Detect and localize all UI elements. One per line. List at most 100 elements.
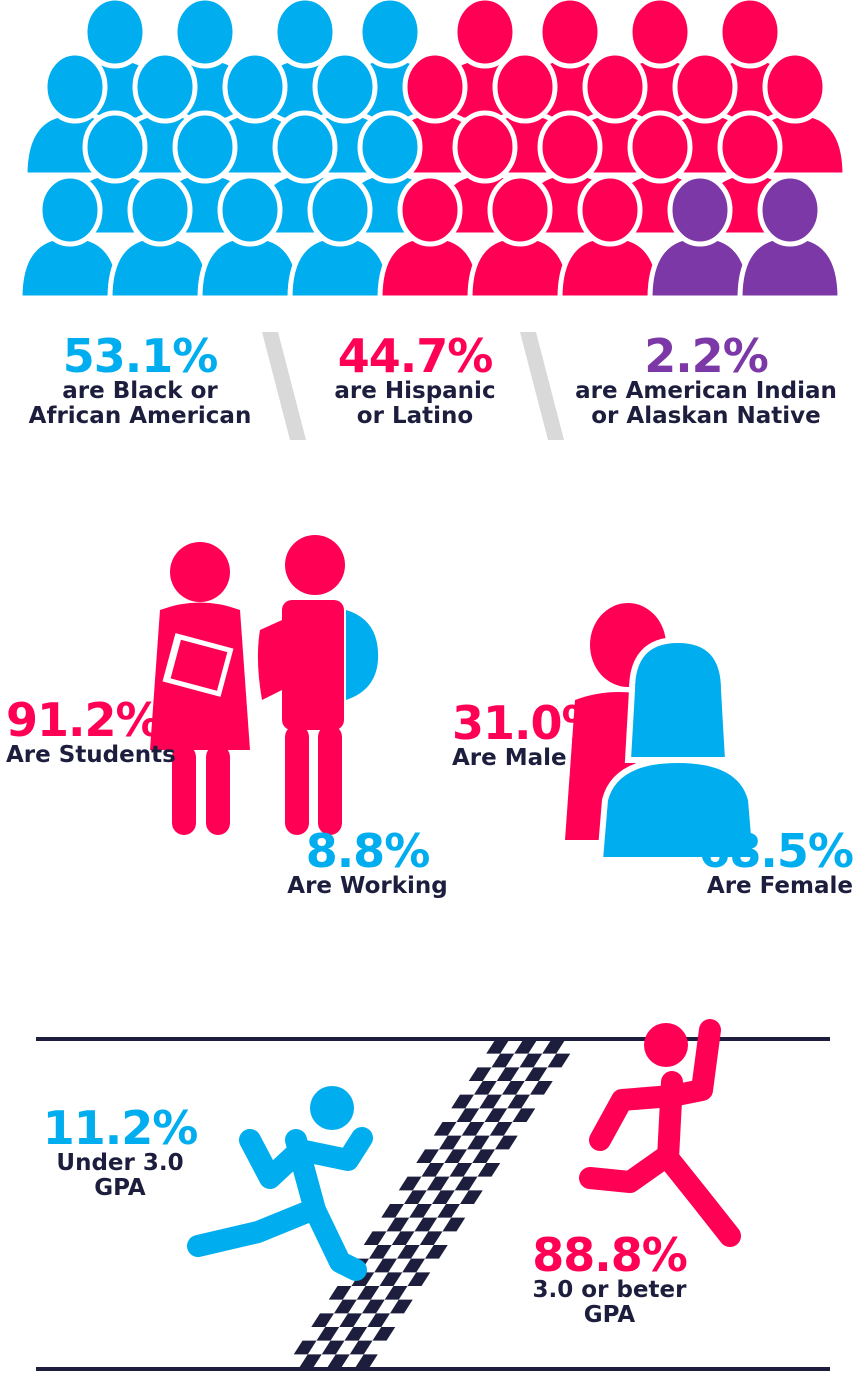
checker-square — [530, 1081, 553, 1095]
stat-native-label-line1: are American Indian — [575, 378, 837, 404]
checker-square — [369, 1245, 392, 1259]
checker-square — [311, 1313, 334, 1327]
checker-square — [514, 1040, 537, 1054]
checker-square — [339, 1313, 362, 1327]
middle-illustrations — [150, 535, 760, 863]
checker-square — [542, 1040, 565, 1054]
checker-square — [461, 1122, 485, 1136]
checker-square — [419, 1231, 443, 1245]
person-icon — [17, 173, 123, 301]
checker-square — [519, 1053, 543, 1068]
checker-square — [507, 1094, 530, 1109]
checker-square — [474, 1081, 497, 1095]
checker-square — [367, 1313, 390, 1327]
checker-square — [402, 1258, 425, 1273]
checker-square — [432, 1190, 455, 1204]
checker-square — [495, 1135, 518, 1150]
stat-students: 91.2% Are Students — [6, 697, 196, 768]
checker-square — [362, 1299, 385, 1314]
checker-square — [491, 1053, 515, 1068]
checker-square — [349, 1340, 373, 1355]
stat-gpa-over: 88.8% 3.0 or beter GPA — [512, 1232, 707, 1329]
stat-native-label-line2: or Alaskan Native — [591, 403, 821, 430]
female-figure-icon — [596, 636, 760, 863]
stat-male-label: Are Male — [452, 745, 567, 771]
stat-gpa-over-label-line1: 3.0 or beter — [532, 1277, 687, 1303]
stat-students-percent: 91.2% — [6, 693, 162, 747]
checker-square — [433, 1122, 457, 1136]
stat-female-label: Are Female — [706, 873, 853, 899]
checker-square — [379, 1272, 403, 1286]
checker-square — [397, 1245, 420, 1259]
stat-working: 8.8% Are Working — [280, 828, 455, 899]
stat-working-percent: 8.8% — [305, 824, 431, 878]
red-runner-icon — [579, 1019, 741, 1247]
checker-square — [381, 1204, 404, 1218]
person-icon — [377, 173, 483, 301]
checker-square — [451, 1094, 474, 1109]
person-icon — [197, 173, 303, 301]
checker-square — [374, 1258, 397, 1273]
stat-hispanic: 44.7% are Hispanic or Latino — [300, 333, 530, 430]
checker-square — [468, 1067, 492, 1081]
checker-square — [409, 1204, 432, 1218]
checker-square — [414, 1217, 438, 1232]
stat-hispanic-label-line2: or Latino — [356, 403, 474, 430]
checker-square — [344, 1327, 368, 1341]
checker-square — [321, 1340, 345, 1355]
stat-gpa-under-label-line1: Under 3.0 — [56, 1150, 184, 1176]
checker-square — [486, 1040, 509, 1054]
checker-square — [426, 1176, 450, 1191]
checker-square — [316, 1327, 340, 1341]
checker-square — [524, 1067, 548, 1081]
checker-square — [449, 1163, 473, 1177]
checker-square — [547, 1053, 571, 1068]
person-icon — [737, 173, 843, 301]
checker-square — [425, 1245, 448, 1259]
stat-gpa-under-percent: 11.2% — [42, 1101, 199, 1155]
blue-runner-icon — [187, 1086, 373, 1281]
checker-square — [299, 1354, 322, 1368]
checker-square — [293, 1340, 317, 1355]
stat-female-percent: 68.5% — [698, 824, 854, 878]
checker-square — [356, 1286, 380, 1300]
stat-gpa-under: 11.2% Under 3.0 GPA — [30, 1105, 210, 1202]
checker-square — [454, 1176, 478, 1191]
crowd-illustration — [17, 0, 848, 301]
checker-square — [442, 1217, 466, 1232]
stat-gpa-under-label-line2: GPA — [94, 1175, 146, 1202]
checker-square — [444, 1149, 467, 1163]
stat-working-label: Are Working — [287, 873, 448, 899]
checker-square — [437, 1204, 460, 1218]
checker-square — [502, 1081, 525, 1095]
checker-square — [404, 1190, 427, 1204]
checker-square — [479, 1094, 502, 1109]
stat-black-label-line2: African American — [28, 403, 252, 430]
checker-square — [456, 1108, 480, 1122]
stat-black-percent: 53.1% — [62, 329, 219, 383]
stat-male-percent: 31.0% — [452, 696, 608, 750]
checker-square — [416, 1149, 439, 1163]
person-icon — [467, 173, 573, 301]
person-icon — [647, 173, 753, 301]
checker-square — [398, 1176, 422, 1191]
stat-native: 2.2% are American Indian or Alaskan Nati… — [560, 333, 852, 430]
checker-square — [496, 1067, 520, 1081]
checker-square — [512, 1108, 536, 1122]
stat-native-percent: 2.2% — [644, 329, 769, 383]
checker-square — [467, 1135, 490, 1150]
checker-square — [363, 1231, 387, 1245]
checker-square — [460, 1190, 483, 1204]
checker-square — [386, 1217, 410, 1232]
checker-square — [384, 1286, 408, 1300]
checker-square — [328, 1286, 352, 1300]
stat-female: 68.5% Are Female — [668, 824, 854, 899]
stat-students-label: Are Students — [6, 742, 176, 768]
checker-square — [372, 1327, 396, 1341]
stat-gpa-over-label-line2: GPA — [583, 1302, 636, 1329]
checker-square — [407, 1272, 431, 1286]
checker-square — [327, 1354, 350, 1368]
stat-black: 53.1% are Black or African American — [10, 333, 270, 430]
checker-square — [439, 1135, 462, 1150]
